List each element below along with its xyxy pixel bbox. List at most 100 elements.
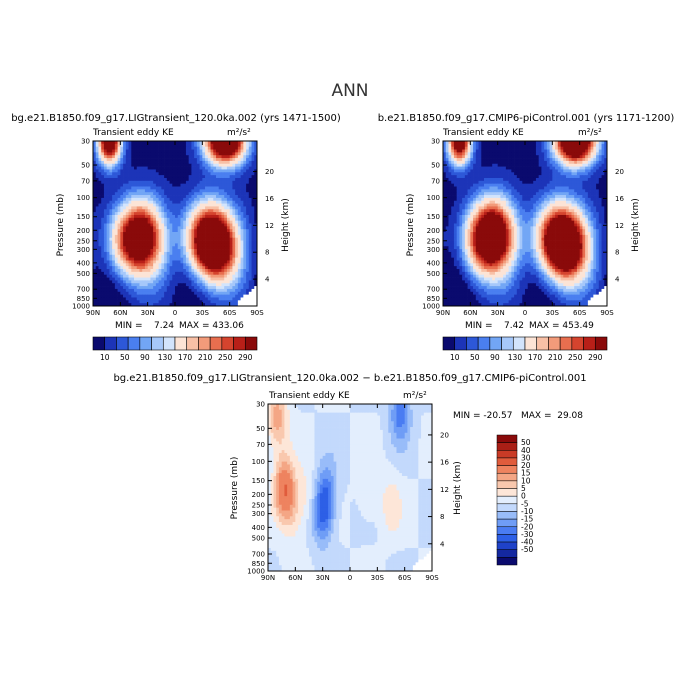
heat-cell <box>109 166 113 170</box>
heat-cell <box>451 197 455 202</box>
heat-cell <box>552 158 556 162</box>
heat-cell <box>155 183 159 187</box>
heat-cell <box>251 163 255 167</box>
heat-cell <box>142 203 146 207</box>
heat-cell <box>134 212 138 216</box>
heat-cell <box>175 234 179 239</box>
heat-cell <box>601 166 605 170</box>
heat-cell <box>456 180 460 185</box>
heat-cell <box>194 183 198 187</box>
heat-cell <box>538 169 542 173</box>
heat-cell <box>185 254 190 258</box>
heat-cell <box>254 266 258 270</box>
heat-cell <box>224 160 228 165</box>
heat-cell <box>535 158 540 162</box>
heat-cell <box>164 141 168 145</box>
heat-cell <box>120 246 124 250</box>
heat-cell <box>587 160 591 165</box>
heat-cell <box>492 175 496 179</box>
heat-cell <box>114 195 118 199</box>
heat-cell <box>139 260 143 264</box>
heat-cell <box>232 246 236 250</box>
heat-cell <box>486 152 490 156</box>
heat-cell <box>180 246 184 250</box>
heat-cell <box>134 246 138 250</box>
heat-cell <box>552 175 556 179</box>
heat-cell <box>210 186 214 190</box>
heat-cell <box>199 141 203 145</box>
heat-cell <box>563 166 567 170</box>
heat-cell <box>131 274 135 278</box>
heat-cell <box>453 177 458 182</box>
heat-cell <box>254 186 258 190</box>
heat-cell <box>582 197 586 202</box>
heat-cell <box>183 189 187 193</box>
heat-cell <box>139 274 143 278</box>
heat-cell <box>240 175 244 179</box>
heat-cell <box>568 149 572 153</box>
heat-cell <box>120 146 124 150</box>
heat-cell <box>213 152 217 156</box>
heat-cell <box>120 220 124 224</box>
heat-cell <box>248 271 252 276</box>
heat-cell <box>142 254 146 258</box>
heat-cell <box>166 297 170 301</box>
heat-cell <box>464 180 468 185</box>
heat-cell <box>117 271 121 276</box>
heat-cell <box>248 180 252 185</box>
heat-cell <box>180 297 184 301</box>
heat-cell <box>451 177 455 182</box>
heat-cell <box>473 149 477 153</box>
heat-cell <box>598 163 602 167</box>
heat-cell <box>188 163 192 167</box>
heat-cell <box>571 172 575 176</box>
heat-cell <box>210 254 214 258</box>
heat-cell <box>134 206 138 210</box>
heat-cell <box>147 277 151 281</box>
heat-cell <box>530 169 534 173</box>
heat-cell <box>95 286 99 290</box>
heat-cell <box>147 251 151 256</box>
heat-cell <box>180 189 184 193</box>
heat-cell <box>172 249 176 253</box>
heat-cell <box>161 260 165 264</box>
heat-cell <box>459 197 463 202</box>
heat-cell <box>207 286 211 290</box>
heat-cell <box>579 141 583 145</box>
heat-cell <box>161 172 165 176</box>
heat-cell <box>503 200 507 204</box>
heat-cell <box>158 249 162 253</box>
heat-cell <box>549 158 553 162</box>
heat-cell <box>489 146 493 150</box>
heat-cell <box>535 206 540 210</box>
heat-cell <box>177 163 181 167</box>
heat-cell <box>199 180 203 185</box>
heat-cell <box>579 158 583 162</box>
heat-cell <box>139 146 143 150</box>
heat-cell <box>134 263 138 267</box>
heat-cell <box>251 209 255 213</box>
heat-cell <box>169 158 173 162</box>
colorbar-swatch <box>186 336 199 351</box>
heat-cell <box>93 212 97 216</box>
heat-cell <box>232 169 236 173</box>
heat-cell <box>112 180 116 185</box>
heat-cell <box>511 177 515 182</box>
heat-cell <box>235 143 239 148</box>
heat-cell <box>128 251 132 256</box>
heat-cell <box>218 169 222 173</box>
heat-cell <box>229 223 233 227</box>
heat-cell <box>191 197 195 202</box>
heat-cell <box>218 146 222 150</box>
heat-cell <box>494 197 499 202</box>
heat-cell <box>175 240 179 244</box>
heat-cell <box>218 203 222 207</box>
heat-cell <box>235 300 239 304</box>
heat-cell <box>467 166 471 170</box>
heat-cell <box>546 149 550 153</box>
heat-cell <box>106 163 110 167</box>
heat-cell <box>180 169 184 173</box>
heat-cell <box>205 217 209 221</box>
heat-cell <box>587 189 591 193</box>
heat-cell <box>224 229 228 233</box>
